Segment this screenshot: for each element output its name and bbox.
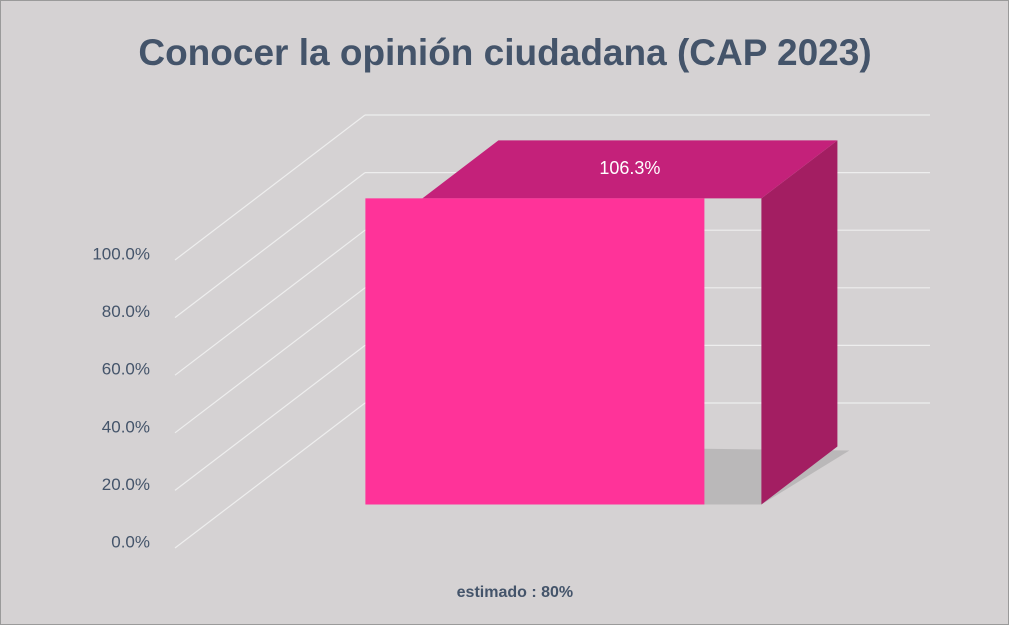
y-tick-label: 60.0% — [102, 360, 150, 379]
grid-line — [174, 229, 366, 376]
y-tick-label: 20.0% — [102, 475, 150, 494]
grid-line — [174, 172, 366, 319]
y-tick-label: 80.0% — [102, 302, 150, 321]
chart-title: Conocer la opinión ciudadana (CAP 2023) — [138, 32, 871, 73]
x-tick-label: estimado : 80% — [457, 584, 573, 601]
y-tick-label: 0.0% — [111, 532, 150, 551]
y-tick-label: 100.0% — [92, 244, 150, 263]
grid-line — [174, 114, 366, 261]
grid-line — [174, 402, 366, 549]
y-tick-label: 40.0% — [102, 417, 150, 436]
bar-side — [761, 140, 838, 505]
grid-line — [174, 287, 366, 434]
bar-top — [422, 140, 838, 199]
bar — [365, 198, 705, 505]
value-label: 106.3% — [599, 158, 660, 178]
grid-line — [174, 344, 366, 491]
